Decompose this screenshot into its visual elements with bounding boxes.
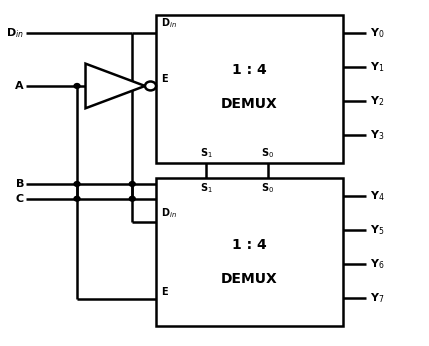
Text: Y$_3$: Y$_3$ [370, 128, 385, 142]
Circle shape [145, 82, 156, 90]
Text: Y$_6$: Y$_6$ [370, 257, 385, 271]
Circle shape [129, 196, 135, 201]
Text: D$_{in}$: D$_{in}$ [6, 26, 24, 40]
Text: Y$_4$: Y$_4$ [370, 189, 385, 203]
Text: S$_1$: S$_1$ [200, 146, 212, 160]
Circle shape [74, 182, 80, 186]
Text: D$_{in}$: D$_{in}$ [161, 16, 177, 30]
Text: Y$_7$: Y$_7$ [370, 291, 385, 304]
Text: A: A [15, 81, 24, 91]
Text: S$_1$: S$_1$ [200, 181, 212, 195]
Text: S$_0$: S$_0$ [261, 181, 274, 195]
Polygon shape [85, 64, 145, 108]
Text: D$_{in}$: D$_{in}$ [161, 207, 177, 220]
Text: B: B [15, 179, 24, 189]
Text: Y$_1$: Y$_1$ [370, 60, 385, 74]
Text: S$_0$: S$_0$ [261, 146, 274, 160]
Text: E: E [161, 287, 167, 297]
Text: Y$_5$: Y$_5$ [370, 223, 385, 237]
Text: E: E [161, 74, 167, 84]
Bar [156, 178, 343, 326]
Text: Y$_0$: Y$_0$ [370, 26, 385, 40]
Bar [156, 15, 343, 163]
Text: 1 : 4: 1 : 4 [232, 238, 266, 252]
Circle shape [74, 83, 80, 88]
Circle shape [129, 182, 135, 186]
Text: Y$_2$: Y$_2$ [370, 94, 385, 108]
Text: DEMUX: DEMUX [221, 97, 278, 111]
Text: DEMUX: DEMUX [221, 272, 278, 285]
Text: C: C [16, 194, 24, 204]
Text: 1 : 4: 1 : 4 [232, 63, 266, 77]
Circle shape [74, 196, 80, 201]
